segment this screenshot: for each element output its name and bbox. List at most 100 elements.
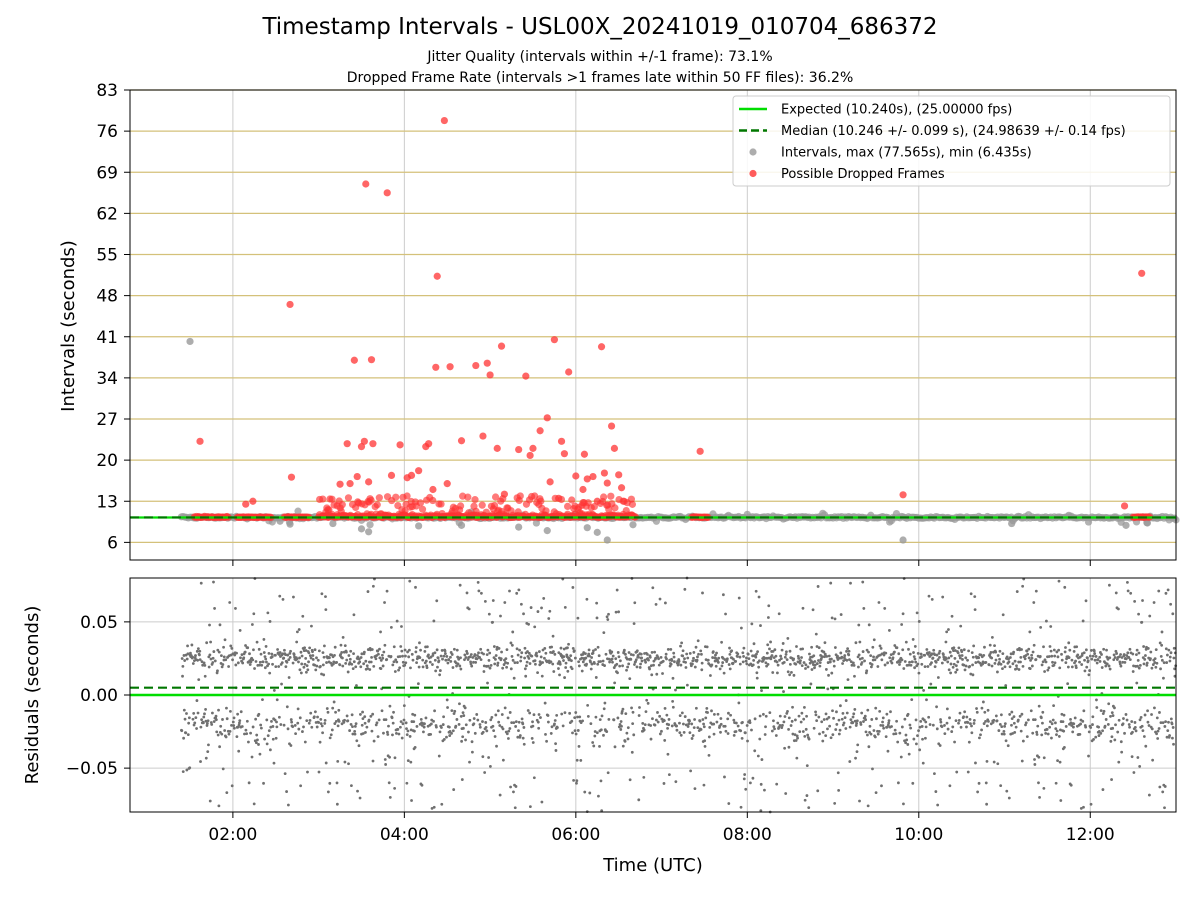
residual-point (705, 706, 709, 710)
residual-point (923, 665, 927, 669)
residual-point (1091, 654, 1095, 658)
residual-point (741, 721, 744, 724)
residual-point (448, 734, 452, 737)
residual-point (235, 735, 239, 739)
residual-point (429, 732, 433, 736)
residual-point (559, 646, 563, 650)
residual-point (1126, 589, 1130, 593)
residual-point (768, 711, 772, 714)
residual-point (842, 721, 846, 725)
residual-point (343, 644, 347, 648)
residual-point (1074, 659, 1077, 663)
residual-point (936, 803, 940, 807)
residual-point (447, 725, 451, 729)
residual-point (802, 717, 806, 721)
residual-point (688, 719, 691, 723)
residual-point (844, 727, 848, 730)
residual-point (971, 655, 975, 659)
residual-point (882, 653, 886, 657)
residual-point (540, 800, 544, 804)
residual-point (477, 651, 480, 655)
residual-point (364, 731, 367, 734)
residual-point (997, 661, 1001, 664)
residual-point (988, 653, 992, 656)
residual-point (993, 644, 996, 648)
residual-point (311, 658, 315, 661)
residual-point (1150, 727, 1154, 731)
residual-point (823, 652, 827, 656)
dropped-frame-point (580, 450, 589, 458)
residual-point (964, 656, 968, 660)
residual-point (498, 793, 502, 797)
residual-point (540, 606, 543, 610)
residual-point (678, 731, 682, 735)
residual-point (1123, 660, 1127, 664)
residual-point (647, 658, 650, 662)
residual-point (620, 709, 624, 713)
residual-point (1138, 718, 1142, 722)
residual-point (1056, 759, 1059, 763)
residual-point (833, 802, 837, 805)
residual-point (203, 712, 206, 716)
residual-point (829, 581, 833, 585)
residual-point (267, 662, 270, 666)
dropped-frame-point (568, 496, 576, 504)
residual-point (278, 594, 282, 598)
residual-point (587, 648, 591, 652)
residual-point (913, 645, 917, 648)
residual-point (540, 674, 544, 678)
residual-point (464, 738, 467, 742)
residual-point (186, 733, 190, 737)
residual-point (853, 719, 857, 723)
residual-point (558, 662, 562, 666)
residual-point (831, 733, 835, 737)
residual-point (827, 654, 831, 658)
residual-point (1017, 668, 1021, 671)
residual-point (1104, 718, 1108, 721)
residual-point (468, 655, 472, 659)
residual-point (537, 726, 541, 730)
residual-point (458, 664, 462, 668)
residual-point (259, 652, 263, 656)
residual-point (594, 648, 597, 651)
residual-point (410, 652, 414, 656)
residual-point (801, 606, 805, 610)
residual-point (503, 601, 507, 604)
residual-point (759, 782, 763, 786)
dropped-frame-point (483, 359, 491, 367)
residual-point (999, 713, 1003, 717)
residual-point (1121, 722, 1125, 726)
residual-point (758, 714, 762, 718)
residual-point (949, 662, 953, 666)
residual-point (1149, 650, 1153, 654)
dropped-frame-point (522, 372, 530, 380)
residual-point (311, 654, 315, 657)
residual-point (506, 716, 510, 720)
residual-point (896, 781, 900, 785)
residual-point (234, 663, 238, 667)
residual-point (736, 724, 740, 728)
residual-point (803, 735, 807, 738)
residual-point (549, 660, 553, 664)
residual-point (745, 662, 749, 666)
residual-point (752, 642, 756, 646)
residual-point (372, 739, 376, 743)
residual-point (298, 656, 301, 660)
residual-point (227, 665, 231, 668)
residual-point (742, 655, 745, 658)
residual-point (421, 658, 425, 662)
residual-point (428, 660, 432, 664)
residual-point (310, 624, 313, 628)
residual-point (360, 652, 364, 656)
residual-point (1043, 658, 1047, 662)
residual-point (289, 649, 292, 653)
residual-point (1094, 655, 1098, 658)
residual-point (985, 724, 989, 728)
residual-point (570, 667, 574, 671)
residual-point (460, 778, 464, 781)
residual-point (1052, 663, 1056, 667)
residual-point (580, 669, 584, 673)
residual-point (478, 725, 482, 729)
residual-point (1006, 744, 1010, 748)
residual-point (433, 658, 437, 662)
